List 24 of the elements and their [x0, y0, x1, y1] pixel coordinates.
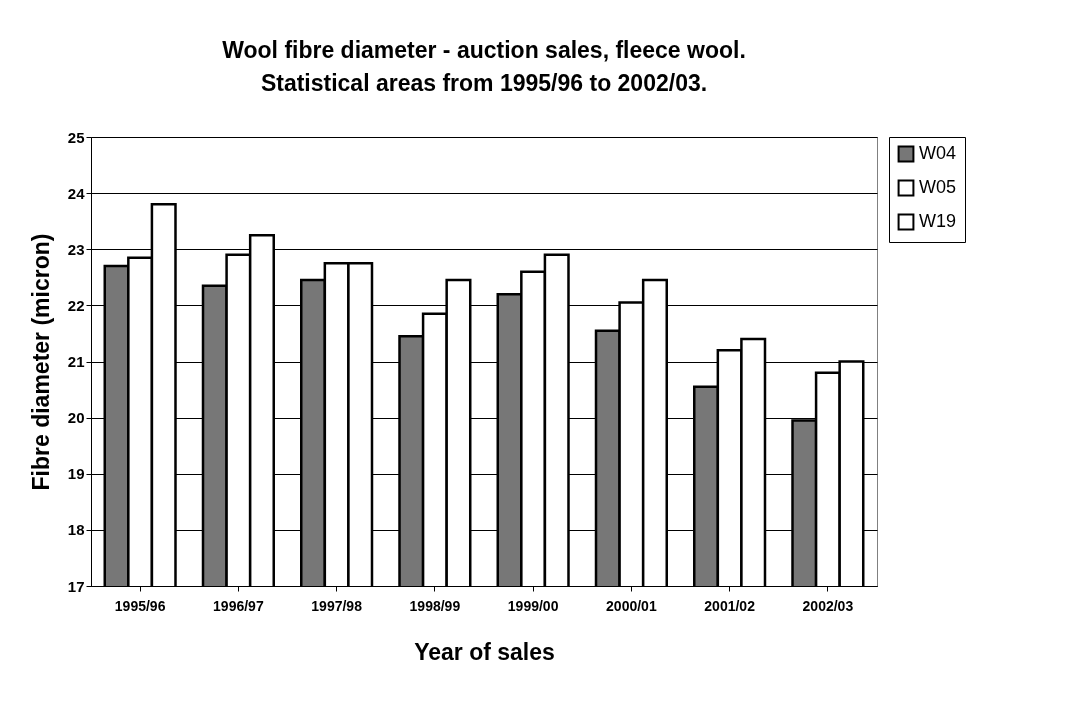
legend-label: W19	[919, 211, 957, 231]
y-tick-label: 18	[67, 521, 85, 539]
chart-subtitle: Statistical areas from 1995/96 to 2002/03.	[260, 70, 708, 96]
legend-label: W05	[919, 177, 957, 197]
x-axis-title: Year of sales	[414, 638, 555, 665]
y-tick-label: 20	[67, 409, 85, 427]
x-tick-label: 1998/99	[409, 597, 461, 614]
y-tick-label: 17	[67, 577, 85, 595]
y-tick-label: 22	[67, 296, 85, 314]
x-tick-label: 1996/97	[213, 597, 264, 614]
y-tick-label: 23	[67, 240, 85, 258]
legend-label: W04	[919, 143, 957, 163]
y-tick-label: 25	[67, 128, 85, 146]
y-tick-label: 24	[67, 184, 86, 202]
x-tick-label: 1995/96	[114, 597, 166, 614]
y-tick-label: 19	[67, 465, 85, 483]
x-tick-label: 1997/98	[311, 597, 363, 614]
x-tick-label: 2002/03	[802, 597, 854, 614]
x-tick-label: 2001/02	[704, 597, 756, 614]
x-tick-label: 1999/00	[507, 597, 559, 614]
y-tick-label: 21	[67, 353, 85, 370]
x-tick-label: 2000/01	[606, 597, 657, 614]
y-axis-title: Fibre diameter (micron)	[27, 233, 54, 491]
chart-title: Wool fibre diameter - auction sales, fleece wool.	[222, 37, 746, 63]
